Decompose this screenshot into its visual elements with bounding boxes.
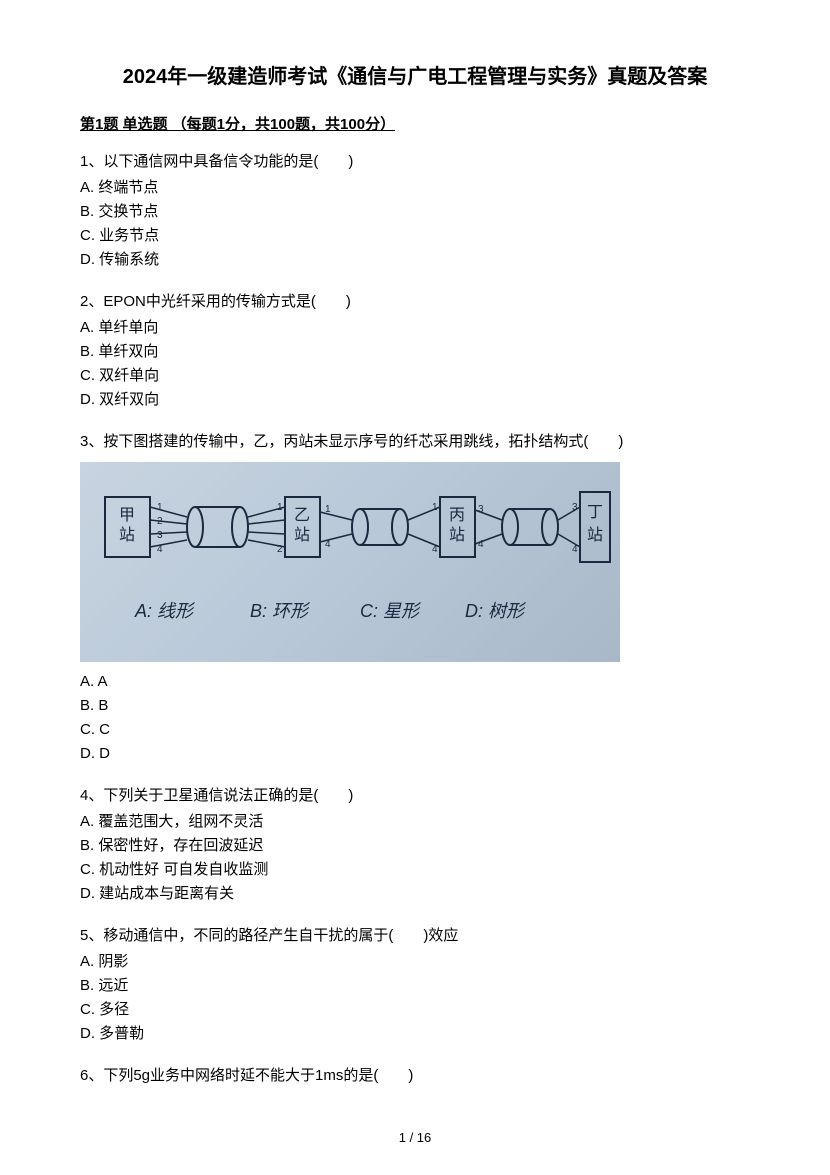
q4-option-c: C. 机动性好 可自发自收监测 (80, 858, 750, 882)
q3-option-c: C. C (80, 718, 750, 742)
q3-option-d: D. D (80, 742, 750, 766)
diagram-opt-c: C: 星形 (360, 601, 422, 621)
q3-option-a: A. A (80, 670, 750, 694)
q4-option-d: D. 建站成本与距离有关 (80, 882, 750, 906)
q2-option-a: A. 单纤单向 (80, 316, 750, 340)
topology-diagram-svg: 甲 站 1 2 3 4 乙 站 1 2 (80, 462, 620, 662)
question-5: 5、移动通信中，不同的路径产生自干扰的属于( )效应 A. 阴影 B. 远近 C… (80, 924, 750, 1046)
page-footer: 1 / 16 (0, 1130, 830, 1145)
q5-option-b: B. 远近 (80, 974, 750, 998)
q4-option-b: B. 保密性好，存在回波延迟 (80, 834, 750, 858)
q4-option-a: A. 覆盖范围大，组网不灵活 (80, 810, 750, 834)
svg-text:站: 站 (449, 526, 465, 544)
q2-option-c: C. 双纤单向 (80, 364, 750, 388)
svg-text:站: 站 (119, 526, 135, 544)
q1-option-c: C. 业务节点 (80, 224, 750, 248)
question-3: 3、按下图搭建的传输中，乙，丙站未显示序号的纤芯采用跳线，拓扑结构式( ) 甲 … (80, 430, 750, 766)
q3-text: 3、按下图搭建的传输中，乙，丙站未显示序号的纤芯采用跳线，拓扑结构式( ) (80, 430, 750, 454)
node-label-1: 甲 (119, 507, 135, 524)
svg-text:站: 站 (587, 526, 603, 544)
question-1: 1、以下通信网中具备信令功能的是( ) A. 终端节点 B. 交换节点 C. 业… (80, 150, 750, 272)
svg-text:4: 4 (325, 539, 331, 550)
question-4: 4、下列关于卫星通信说法正确的是( ) A. 覆盖范围大，组网不灵活 B. 保密… (80, 784, 750, 906)
q1-option-a: A. 终端节点 (80, 176, 750, 200)
node-label-2: 乙 (294, 507, 310, 524)
q2-text: 2、EPON中光纤采用的传输方式是( ) (80, 290, 750, 314)
q4-text: 4、下列关于卫星通信说法正确的是( ) (80, 784, 750, 808)
section-header: 第1题 单选题 （每题1分，共100题，共100分） (80, 113, 750, 134)
node-label-4: 丁 (587, 504, 603, 521)
q5-text: 5、移动通信中，不同的路径产生自干扰的属于( )效应 (80, 924, 750, 948)
svg-text:1: 1 (157, 502, 163, 513)
svg-text:3: 3 (157, 530, 163, 541)
diagram-opt-d: D: 树形 (465, 601, 527, 621)
q1-option-b: B. 交换节点 (80, 200, 750, 224)
q5-option-c: C. 多径 (80, 998, 750, 1022)
q3-diagram: 甲 站 1 2 3 4 乙 站 1 2 (80, 462, 620, 662)
q2-option-d: D. 双纤双向 (80, 388, 750, 412)
question-6: 6、下列5g业务中网络时延不能大于1ms的是( ) (80, 1064, 750, 1088)
q1-text: 1、以下通信网中具备信令功能的是( ) (80, 150, 750, 174)
svg-text:1: 1 (325, 504, 331, 515)
q6-text: 6、下列5g业务中网络时延不能大于1ms的是( ) (80, 1064, 750, 1088)
q5-option-a: A. 阴影 (80, 950, 750, 974)
q5-option-d: D. 多普勒 (80, 1022, 750, 1046)
svg-text:站: 站 (294, 526, 310, 544)
question-2: 2、EPON中光纤采用的传输方式是( ) A. 单纤单向 B. 单纤双向 C. … (80, 290, 750, 412)
q3-option-b: B. B (80, 694, 750, 718)
node-label-3: 丙 (449, 507, 465, 524)
diagram-opt-a: A: 线形 (134, 601, 196, 621)
diagram-opt-b: B: 环形 (250, 601, 311, 621)
page-title: 2024年一级建造师考试《通信与广电工程管理与实务》真题及答案 (80, 60, 750, 89)
q2-option-b: B. 单纤双向 (80, 340, 750, 364)
q1-option-d: D. 传输系统 (80, 248, 750, 272)
